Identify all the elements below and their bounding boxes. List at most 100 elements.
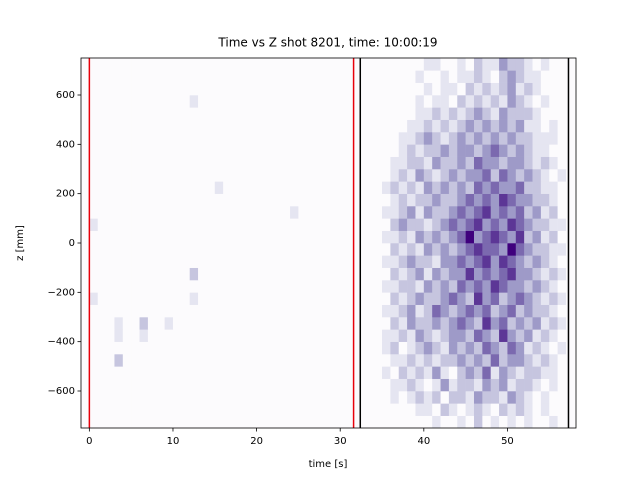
heatmap-cell xyxy=(97,82,107,96)
heatmap-cell xyxy=(214,341,224,355)
heatmap-cell xyxy=(340,304,349,318)
heatmap-cell xyxy=(407,230,416,244)
heatmap-cell xyxy=(81,391,90,404)
heatmap-cell xyxy=(490,415,500,428)
heatmap-cell xyxy=(507,144,517,157)
heatmap-cell xyxy=(390,156,400,170)
heatmap-cell xyxy=(198,255,207,268)
heatmap-cell xyxy=(273,107,282,120)
heatmap-cell xyxy=(139,292,149,305)
heatmap-cell xyxy=(164,243,174,256)
heatmap-cell xyxy=(415,403,425,416)
heatmap-cell xyxy=(189,82,199,96)
heatmap-cell xyxy=(114,132,124,145)
heatmap-cell xyxy=(499,267,508,281)
heatmap-cell xyxy=(331,181,341,194)
heatmap-cell xyxy=(89,107,99,120)
heatmap-cell xyxy=(398,58,408,71)
heatmap-cell xyxy=(398,267,408,281)
heatmap-cell xyxy=(407,354,416,367)
heatmap-cell xyxy=(131,82,140,96)
heatmap-cell xyxy=(89,403,99,416)
heatmap-cell xyxy=(290,255,299,268)
heatmap-cell xyxy=(432,169,441,182)
heatmap-cell xyxy=(189,144,199,157)
heatmap-cell xyxy=(114,354,124,367)
heatmap-cell xyxy=(181,354,190,367)
heatmap-cell xyxy=(532,243,542,256)
heatmap-cell xyxy=(189,267,199,281)
heatmap-cell xyxy=(515,95,525,108)
heatmap-cell xyxy=(499,403,508,416)
heatmap-cell xyxy=(114,292,124,305)
heatmap-cell xyxy=(432,95,441,108)
heatmap-cell xyxy=(482,218,492,231)
heatmap-cell xyxy=(331,156,341,170)
heatmap-cell xyxy=(131,341,140,355)
heatmap-cell xyxy=(365,341,374,355)
heatmap-cell xyxy=(423,169,433,182)
heatmap-cell xyxy=(264,391,274,404)
heatmap-cell xyxy=(306,391,316,404)
heatmap-cell xyxy=(131,169,140,182)
heatmap-cell xyxy=(499,144,508,157)
heatmap-cell xyxy=(515,230,525,244)
heatmap-cell xyxy=(172,255,182,268)
heatmap-cell xyxy=(306,329,316,342)
heatmap-cell xyxy=(114,107,124,120)
heatmap-cell xyxy=(565,119,575,133)
heatmap-cell xyxy=(206,193,216,207)
heatmap-cell xyxy=(490,107,500,120)
heatmap-cell xyxy=(407,292,416,305)
heatmap-cell xyxy=(540,255,550,268)
heatmap-cell xyxy=(398,206,408,219)
heatmap-cell xyxy=(490,243,500,256)
heatmap-cell xyxy=(373,107,383,120)
heatmap-cell xyxy=(440,193,450,207)
heatmap-cell xyxy=(390,132,400,145)
heatmap-cell xyxy=(373,341,383,355)
heatmap-cell xyxy=(231,243,241,256)
y-tick-label: 0 xyxy=(69,238,75,249)
heatmap-cell xyxy=(248,403,257,416)
heatmap-cell xyxy=(264,304,274,318)
heatmap-cell xyxy=(89,243,99,256)
heatmap-cell xyxy=(239,70,249,83)
heatmap-cell xyxy=(382,107,391,120)
heatmap-cell xyxy=(440,403,450,416)
heatmap-cell xyxy=(340,132,349,145)
heatmap-cell xyxy=(281,95,291,108)
heatmap-cell xyxy=(356,378,366,392)
heatmap-cell xyxy=(131,366,140,379)
heatmap-cell xyxy=(239,243,249,256)
heatmap-cell xyxy=(356,119,366,133)
heatmap-cell xyxy=(81,169,90,182)
heatmap-cell xyxy=(172,317,182,330)
heatmap-cell xyxy=(281,144,291,157)
heatmap-cell xyxy=(231,267,241,281)
heatmap-cell xyxy=(231,119,241,133)
heatmap-cell xyxy=(223,378,232,392)
heatmap-cell xyxy=(97,280,107,293)
heatmap-cell xyxy=(81,181,90,194)
heatmap-cell xyxy=(499,415,508,428)
heatmap-cell xyxy=(164,218,174,231)
heatmap-cell xyxy=(557,267,567,281)
heatmap-cell xyxy=(340,341,349,355)
heatmap-cell xyxy=(323,193,333,207)
heatmap-cell xyxy=(465,304,475,318)
heatmap-cell xyxy=(532,169,542,182)
heatmap-cell xyxy=(306,280,316,293)
heatmap-cell xyxy=(223,366,232,379)
heatmap-cell xyxy=(356,169,366,182)
heatmap-cell xyxy=(323,132,333,145)
heatmap-cell xyxy=(356,144,366,157)
heatmap-cell xyxy=(156,144,165,157)
heatmap-cell xyxy=(549,403,558,416)
heatmap-cell xyxy=(223,82,232,96)
heatmap-cell xyxy=(231,144,241,157)
heatmap-cell xyxy=(473,391,483,404)
heatmap-cell xyxy=(540,218,550,231)
heatmap-cell xyxy=(281,255,291,268)
heatmap-cell xyxy=(273,169,282,182)
